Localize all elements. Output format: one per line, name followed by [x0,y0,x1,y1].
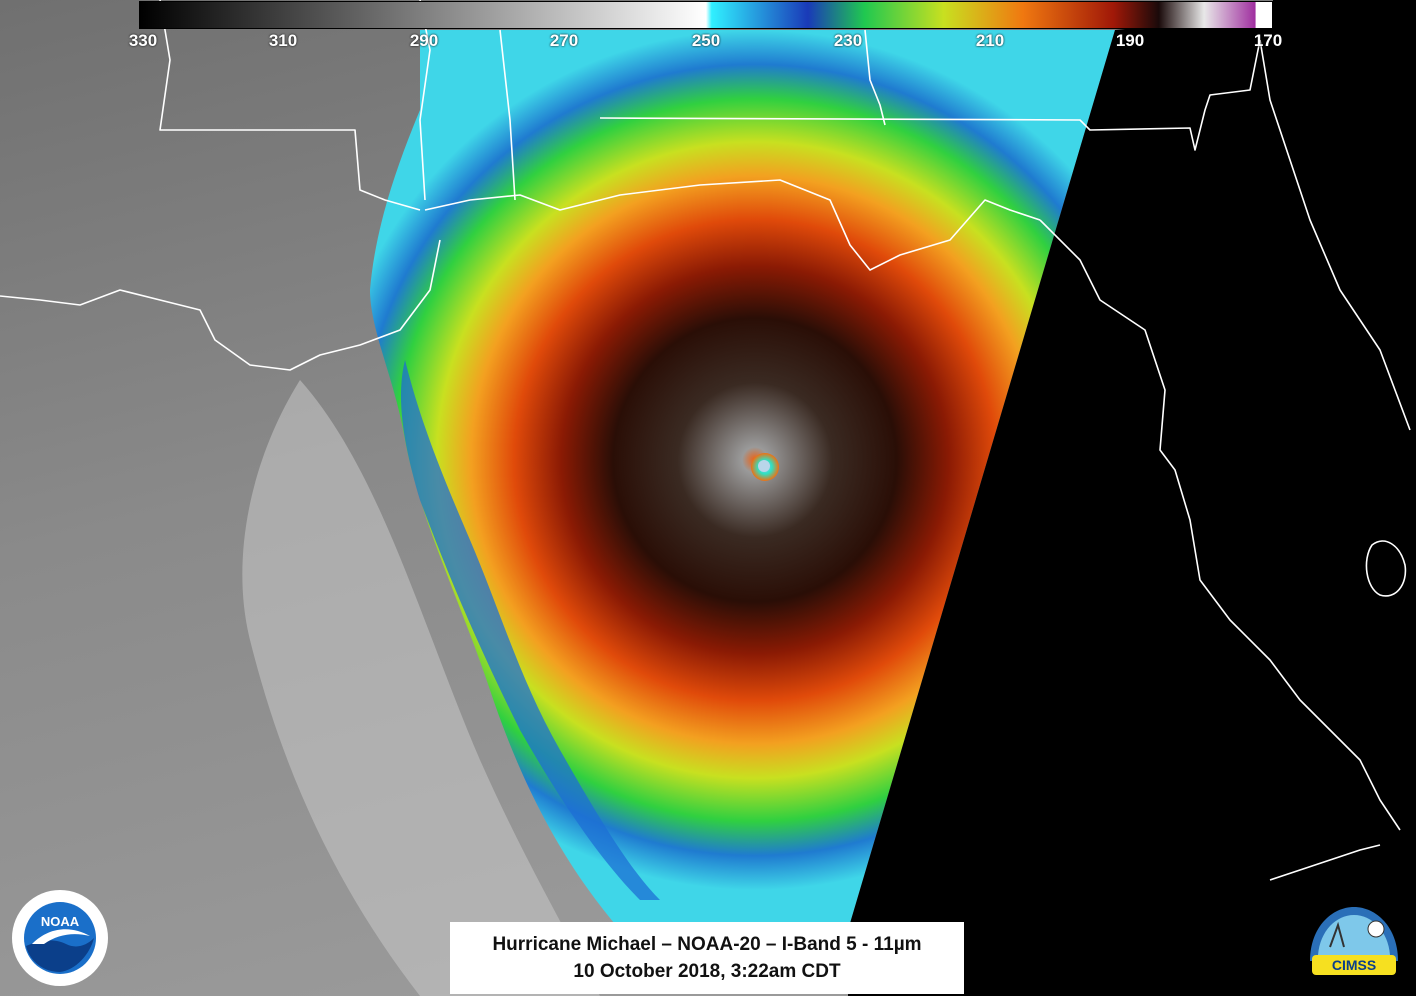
alabama-border [499,29,516,201]
tick-label: 190 [1115,31,1145,50]
noaa-logo-bird [26,938,94,972]
florida-east-coast [1259,39,1411,431]
tick-label: 330 [128,31,158,50]
cimss-logo: CIMSS [1310,907,1398,975]
antenna-icon [1329,921,1345,948]
tick-label: 310 [268,31,298,50]
lake-okeechobee [1365,540,1407,597]
tick-label: 230 [833,31,863,50]
gulf-coast [424,179,1041,271]
colorbar-gradient [140,2,1272,28]
temperature-colorbar [139,1,1273,29]
tick-label: 210 [975,31,1005,50]
cimss-logo-text: CIMSS [1332,957,1376,973]
tick-label: 170 [1253,31,1283,50]
caption-date: 10 October 2018, 3:22am CDT [573,961,841,982]
tick-label: 290 [409,31,439,50]
no-data-region [848,0,1416,996]
florida-georgia-border [599,39,1261,151]
image-caption: Hurricane Michael – NOAA-20 – I-Band 5 -… [450,922,964,994]
cimss-logo-banner [1312,955,1396,975]
florida-west-coast [1039,219,1401,831]
satellite-dish-icon [1367,920,1385,938]
florida-keys [1269,844,1381,881]
tick-label: 270 [549,31,579,50]
top-black-strip [1273,0,1416,30]
noaa-logo-text: NOAA [41,914,80,929]
louisiana-coast [0,239,441,371]
hurricane-cloud-swath [370,30,1115,930]
alabama-georgia-border [864,29,886,126]
noaa-logo: NOAA [12,890,108,986]
texas-louisiana-border [159,0,421,211]
low-cloud-haze [242,380,600,996]
noaa-logo-wing [32,929,90,944]
coastline-outlines [0,0,1411,881]
caption-title: Hurricane Michael – NOAA-20 – I-Band 5 -… [492,934,922,955]
hurricane-eye-center [758,460,770,472]
tick-label: 250 [691,31,721,50]
